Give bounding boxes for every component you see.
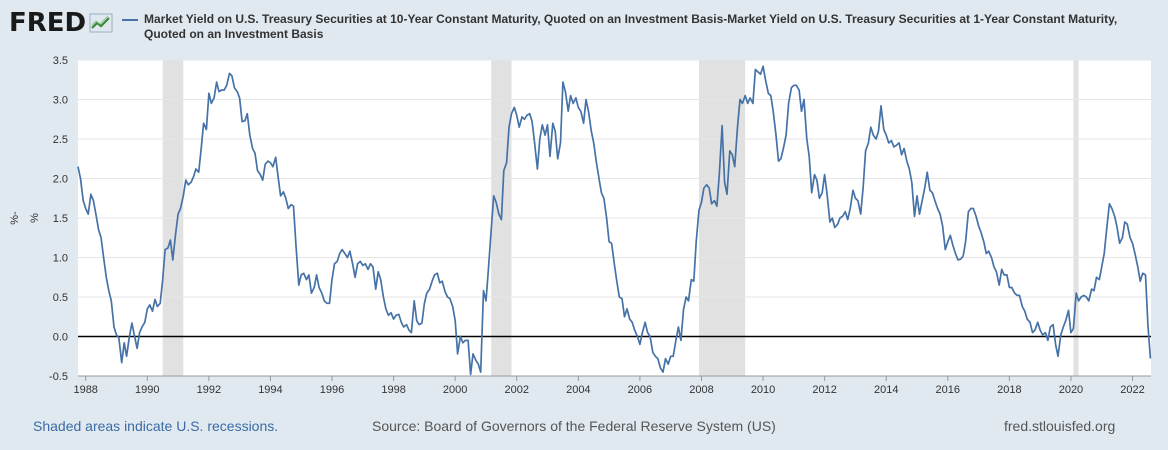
x-tick-label-7: 2002	[505, 384, 529, 396]
x-tick-label-2: 1992	[197, 384, 221, 396]
x-tick-label-11: 2010	[751, 384, 775, 396]
recession-note: Shaded areas indicate U.S. recessions.	[33, 418, 279, 434]
x-tick-label-0: 1988	[73, 384, 97, 396]
y-tick-label-5: 2.0	[53, 174, 68, 186]
y-tick-label-8: 3.5	[53, 55, 68, 67]
x-tick-label-9: 2006	[628, 384, 652, 396]
x-tick-label-16: 2020	[1059, 384, 1083, 396]
chart-trend-icon	[89, 13, 113, 33]
y-tick-label-7: 3.0	[53, 95, 68, 107]
site-link[interactable]: fred.stlouisfed.org	[1004, 418, 1116, 434]
y-tick-label-2: 0.5	[53, 292, 68, 304]
x-tick-label-13: 2014	[874, 384, 898, 396]
x-tick-label-15: 2018	[997, 384, 1021, 396]
chart-svg: -0.5 0.0 0.5 1.0 1.5 2.0 2.5 3.0 3.5 1988 1990 1992…	[49, 55, 1152, 396]
y-tick-label-1: 0.0	[53, 332, 68, 344]
x-tick-label-14: 2016	[936, 384, 960, 396]
y-tick-label-3: 1.0	[53, 253, 68, 265]
x-tick-label-4: 1996	[320, 384, 344, 396]
y-tick-label-0: -0.5	[49, 371, 68, 383]
x-tick-label-8: 2004	[566, 384, 590, 396]
footer: Shaded areas indicate U.S. recessions. S…	[0, 418, 1168, 438]
x-tick-label-1: 1990	[135, 384, 159, 396]
fred-logo-text: FRED	[9, 8, 87, 38]
legend-swatch	[122, 19, 138, 21]
x-tick-label-17: 2022	[1120, 384, 1144, 396]
x-tick-label-5: 1998	[381, 384, 405, 396]
y-tick-label-6: 2.5	[53, 134, 68, 146]
x-tick-label-3: 1994	[258, 384, 282, 396]
series-line-0	[77, 65, 1152, 376]
x-tick-label-12: 2012	[812, 384, 836, 396]
legend-label: Market Yield on U.S. Treasury Securities…	[144, 12, 1118, 41]
x-tick-label-10: 2008	[689, 384, 713, 396]
source-note: Source: Board of Governors of the Federa…	[372, 418, 776, 434]
fred-logo[interactable]: FRED	[9, 9, 113, 37]
y-tick-label-4: 1.5	[53, 213, 68, 225]
x-tick-label-6: 2000	[443, 384, 467, 396]
legend: Market Yield on U.S. Treasury Securities…	[122, 12, 1122, 42]
